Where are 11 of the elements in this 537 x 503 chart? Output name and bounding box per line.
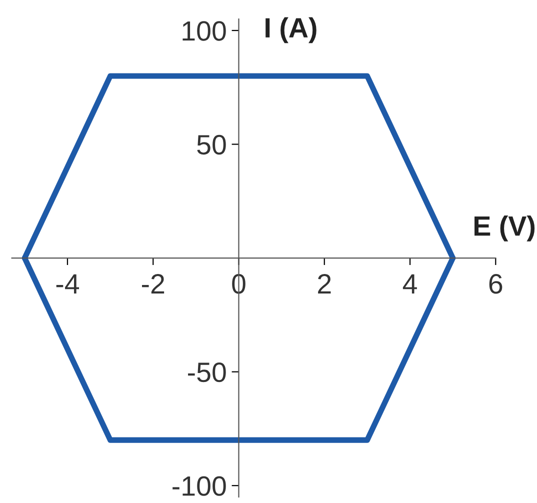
y-tick-label: 50: [197, 134, 226, 155]
x-tick-label: 2: [318, 274, 331, 294]
x-tick-label: 4: [402, 274, 417, 294]
x-tick-label: -4: [56, 274, 80, 294]
y-tick-label: -50: [188, 362, 226, 382]
x-axis-title: E (V): [474, 215, 535, 242]
y-tick-label: 100: [182, 21, 226, 41]
y-axis-title: I (A): [266, 17, 316, 44]
x-tick-label: 6: [489, 274, 502, 294]
x-tick-label: -2: [142, 274, 164, 294]
y-tick-label: -100: [172, 476, 226, 496]
